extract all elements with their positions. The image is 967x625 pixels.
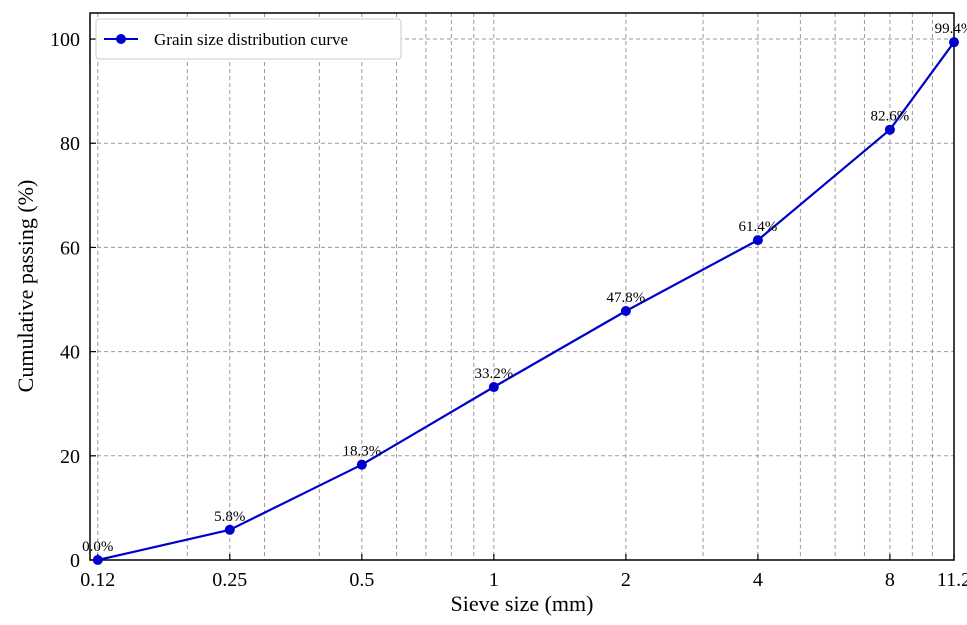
x-tick-label: 2	[621, 569, 631, 591]
y-tick-label: 40	[60, 342, 80, 364]
y-tick-label: 80	[60, 133, 80, 155]
series-line	[97, 41, 955, 562]
legend-label: Grain size distribution curve	[154, 30, 348, 49]
data-labels: 0.0% 5.8% 18.3% 33.2% 47.8% 61.4% 82.6% 99.4%	[82, 21, 967, 555]
x-tick-label: 4	[753, 569, 763, 591]
data-label: 0.0%	[82, 539, 113, 555]
data-label: 82.6%	[871, 109, 910, 125]
y-tick-label: 20	[60, 446, 80, 468]
data-label: 5.8%	[214, 509, 245, 525]
x-tick-label: 0.12	[80, 569, 115, 591]
legend-box	[95, 18, 402, 60]
legend: Grain size distribution curve	[95, 18, 402, 60]
data-label: 61.4%	[739, 219, 778, 235]
x-tick-label: 11.2	[937, 569, 967, 591]
x-tick-label: 0.5	[349, 569, 374, 591]
x-axis-label: Sieve size (mm)	[451, 591, 594, 616]
data-point	[488, 382, 499, 393]
data-point	[356, 459, 367, 470]
data-label: 33.2%	[474, 366, 513, 382]
x-tick-label: 0.25	[212, 569, 247, 591]
grid	[90, 13, 954, 560]
x-tick-label: 8	[885, 569, 895, 591]
axis-ticks: 0.12 0.25 0.5 1 2 4 8 11.2 0 20 40 60 80 100	[50, 29, 967, 591]
data-label: 99.4%	[935, 21, 967, 37]
data-point	[884, 124, 895, 135]
data-point	[224, 524, 235, 535]
legend-point-marker	[116, 34, 126, 44]
data-label: 18.3%	[342, 444, 381, 460]
x-tick-label: 1	[489, 569, 499, 591]
y-axis-label: Cumulative passing (%)	[13, 180, 38, 393]
data-point	[92, 555, 103, 565]
y-tick-label: 60	[60, 237, 80, 259]
y-tick-label: 0	[70, 550, 80, 572]
series	[92, 37, 959, 565]
y-tick-label: 100	[50, 29, 80, 51]
data-point	[752, 235, 763, 246]
data-label: 47.8%	[606, 290, 645, 306]
plot-frame	[89, 12, 955, 561]
data-point	[620, 305, 631, 316]
data-point	[949, 37, 959, 48]
